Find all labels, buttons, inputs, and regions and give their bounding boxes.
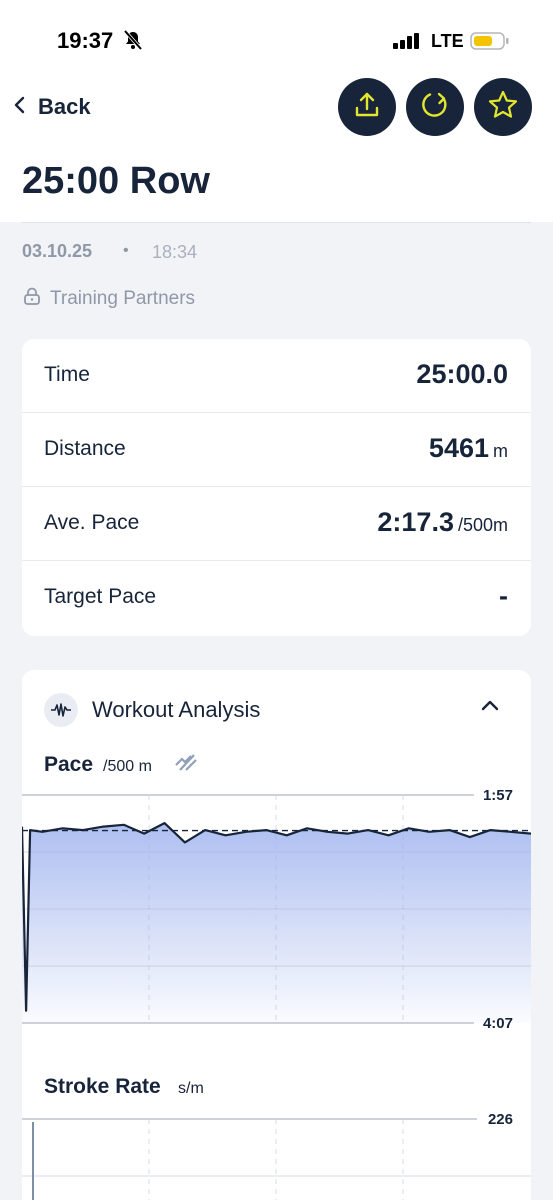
chevron-up-icon[interactable] xyxy=(480,698,500,717)
privacy-setting[interactable]: Training Partners xyxy=(22,286,195,311)
stat-value: 5461 xyxy=(428,433,489,463)
waveform-icon xyxy=(44,693,78,727)
network-label: LTE xyxy=(431,31,464,51)
stroke-rate-y-tick-label: 226 xyxy=(488,1111,513,1128)
pace-y-tick-label: 4:07 xyxy=(483,1015,513,1032)
bell-off-icon xyxy=(122,29,144,56)
header-divider xyxy=(22,222,531,223)
battery-icon xyxy=(470,31,510,56)
pace-area xyxy=(22,823,531,1023)
summary-card: Time 25:00.0 Distance 5461 m Ave. Pace 2… xyxy=(22,339,531,636)
chevron-left-icon xyxy=(12,95,26,120)
status-time: 19:37 xyxy=(57,28,114,53)
back-button[interactable]: Back xyxy=(12,92,91,122)
star-icon xyxy=(487,89,519,126)
stat-row-target-pace: Target Pace - xyxy=(22,561,531,635)
upload-icon xyxy=(352,90,382,125)
pace-chart: 1:57 4:07 xyxy=(22,787,531,1032)
page-title: 25:00 Row xyxy=(22,160,210,202)
stat-label: Time xyxy=(44,363,90,386)
stat-row-time: Time 25:00.0 xyxy=(22,339,531,413)
workout-time: 18:34 xyxy=(152,242,198,262)
pace-series-line xyxy=(22,822,531,1012)
stat-row-ave-pace: Ave. Pace 2:17.3 /500m xyxy=(22,487,531,561)
workout-date: 03.10.25 xyxy=(22,241,93,261)
pace-chart-unit: /500 m xyxy=(103,758,152,775)
stat-row-distance: Distance 5461 m xyxy=(22,413,531,487)
meta-separator: • xyxy=(123,242,129,259)
split-toggle-icon[interactable] xyxy=(174,752,198,777)
lock-icon xyxy=(22,286,42,311)
stat-value: 2:17.3 xyxy=(377,507,454,537)
stroke-rate-chart: 226 xyxy=(22,1111,531,1200)
pace-y-tick-label: 1:57 xyxy=(483,787,513,804)
sync-icon xyxy=(419,89,451,126)
privacy-label: Training Partners xyxy=(50,287,196,309)
upload-button[interactable] xyxy=(338,78,396,136)
stat-value: 25:00.0 xyxy=(416,359,508,389)
stat-unit: /500m xyxy=(457,515,508,535)
stroke-rate-chart-unit: s/m xyxy=(178,1080,204,1097)
back-label: Back xyxy=(38,94,91,119)
sync-button[interactable] xyxy=(406,78,464,136)
favorite-button[interactable] xyxy=(474,78,532,136)
section-title: Workout Analysis xyxy=(92,697,261,722)
stat-label: Distance xyxy=(44,437,126,460)
stroke-rate-chart-title: Stroke Rate xyxy=(44,1075,161,1098)
status-bar: 19:37 LTE xyxy=(0,0,553,80)
pace-chart-title: Pace xyxy=(44,753,94,776)
stat-unit: m xyxy=(493,441,508,461)
workout-analysis-card: Workout Analysis Pace /500 m 1:57 4:07 St… xyxy=(22,670,531,1200)
signal-icon xyxy=(393,33,421,54)
stat-label: Target Pace xyxy=(44,585,157,608)
stat-value: - xyxy=(499,581,508,611)
stat-label: Ave. Pace xyxy=(44,511,140,534)
